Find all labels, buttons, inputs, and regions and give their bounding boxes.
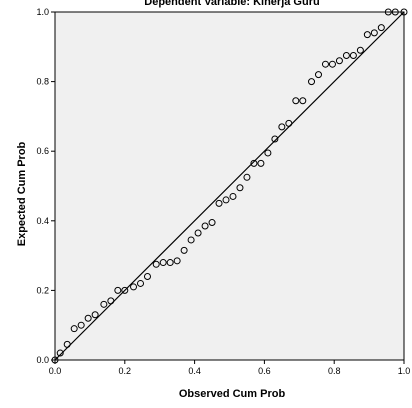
x-tick-label: 0.8 — [328, 366, 341, 376]
data-point — [70, 325, 78, 333]
data-point — [314, 71, 322, 79]
data-point — [180, 246, 188, 254]
y-axis-title: Expected Cum Prob — [16, 141, 28, 246]
data-point — [100, 300, 108, 308]
data-point — [271, 135, 279, 143]
data-point — [114, 286, 122, 294]
y-axis-ticks: 0.0 0.2 0.4 0.6 0.8 1.0 — [36, 7, 55, 365]
data-point — [51, 356, 59, 364]
data-point — [77, 321, 85, 329]
data-point — [292, 97, 300, 105]
data-point — [137, 279, 145, 287]
data-point — [152, 260, 160, 268]
data-point — [377, 24, 385, 32]
data-point — [222, 196, 230, 204]
data-point — [159, 259, 167, 267]
y-tick-label: 0.2 — [36, 285, 49, 295]
data-point — [121, 286, 129, 294]
data-point — [308, 78, 316, 86]
data-point — [173, 257, 181, 265]
data-point — [299, 97, 307, 105]
data-point — [215, 199, 223, 207]
data-point — [257, 159, 265, 167]
x-tick-label: 0.6 — [258, 366, 271, 376]
data-point — [342, 52, 350, 59]
data-point — [143, 272, 151, 280]
x-tick-label: 0.2 — [119, 366, 132, 376]
data-point — [363, 31, 371, 39]
data-point — [236, 184, 244, 192]
data-point — [201, 222, 209, 230]
data-point — [264, 149, 272, 157]
data-point — [328, 60, 336, 68]
x-tick-label: 1.0 — [398, 366, 411, 376]
data-point — [56, 349, 64, 357]
chart-title: Dependent Variable: Kinerja Guru — [144, 0, 319, 8]
data-point — [370, 29, 378, 37]
y-tick-label: 0.4 — [36, 216, 49, 226]
data-point — [321, 60, 329, 68]
data-point — [335, 57, 343, 65]
data-point — [91, 311, 99, 319]
y-tick-label: 0.6 — [36, 146, 49, 156]
data-point — [243, 173, 251, 181]
data-point — [384, 8, 392, 16]
data-point — [194, 229, 202, 237]
y-tick-label: 0.8 — [36, 77, 49, 87]
data-point — [400, 8, 408, 16]
data-points — [51, 8, 408, 364]
data-point — [107, 297, 115, 305]
data-point — [356, 46, 364, 54]
x-axis-ticks: 0.0 0.2 0.4 0.6 0.8 1.0 — [49, 360, 411, 376]
y-tick-label: 0.0 — [36, 355, 49, 365]
data-point — [250, 159, 258, 167]
y-tick-label: 1.0 — [36, 7, 49, 17]
data-point — [229, 192, 237, 200]
x-axis-title: Observed Cum Prob — [179, 388, 286, 400]
data-point — [391, 8, 399, 16]
data-point — [349, 52, 357, 59]
data-point — [208, 219, 216, 227]
x-tick-label: 0.0 — [49, 366, 62, 376]
data-point — [63, 340, 71, 348]
data-point — [166, 259, 174, 267]
data-point — [187, 236, 195, 244]
data-point — [278, 123, 286, 131]
data-point — [84, 314, 92, 322]
data-point — [130, 283, 138, 291]
x-tick-label: 0.4 — [188, 366, 201, 376]
data-point — [285, 119, 293, 127]
